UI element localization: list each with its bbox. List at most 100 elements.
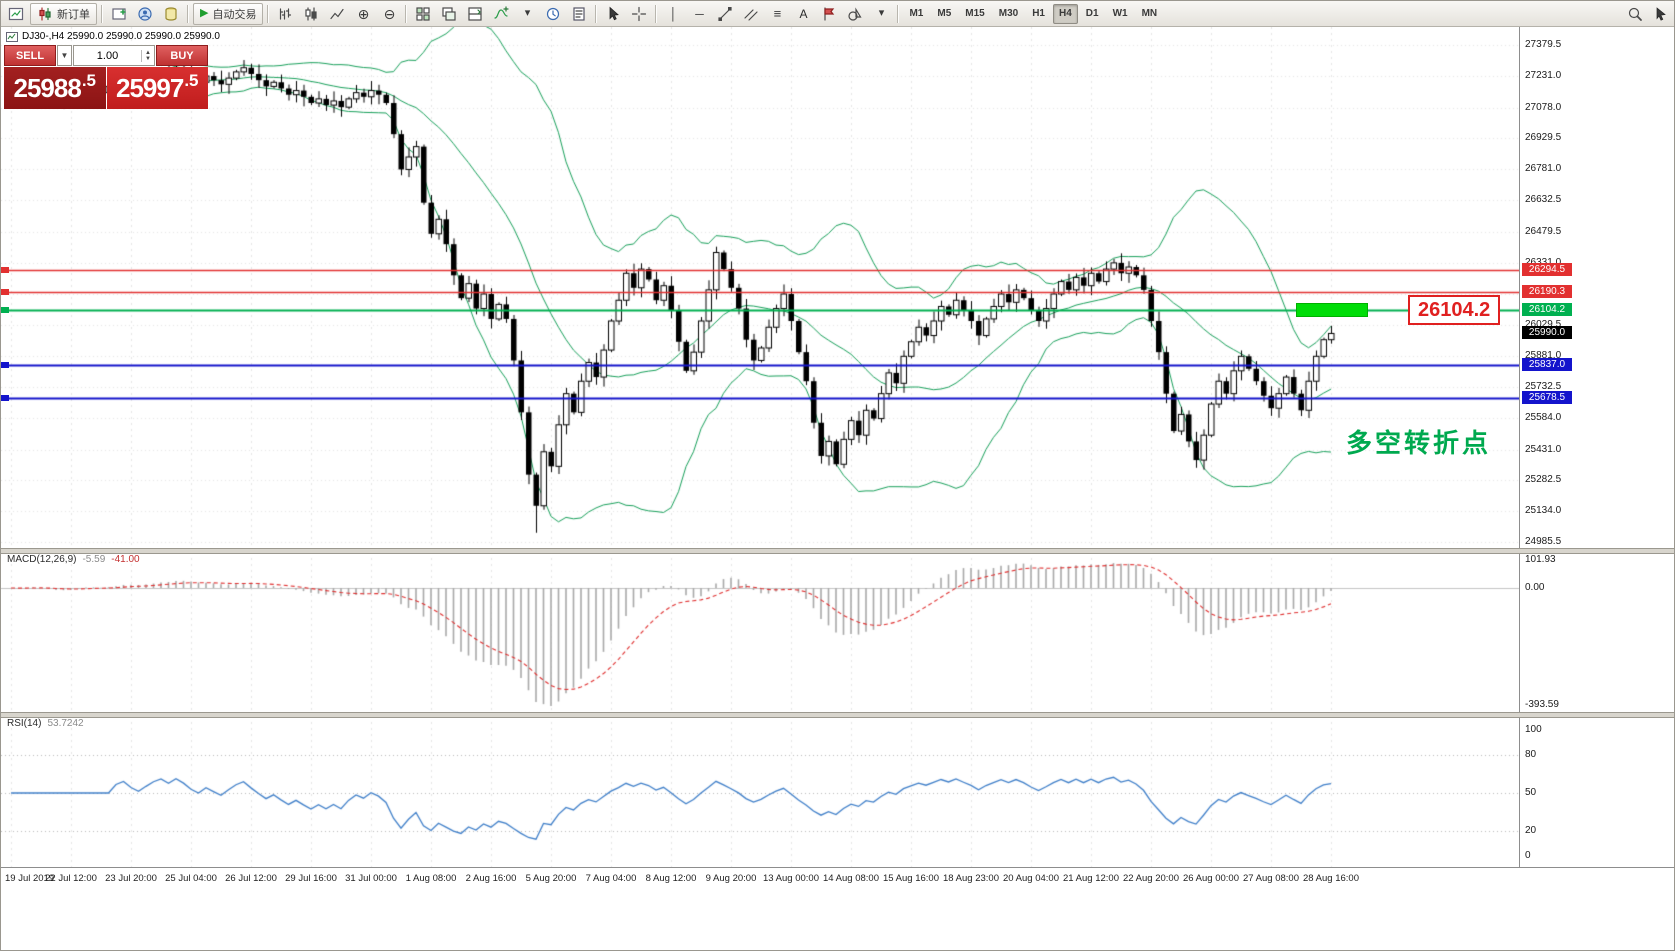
toolbar-button-trendline[interactable] — [713, 3, 737, 25]
toolbar-button-shapes-dropdown[interactable]: ▾ — [869, 3, 893, 25]
toolbar-button-cascade-windows[interactable] — [437, 3, 461, 25]
toolbar-button-period-clock[interactable] — [541, 3, 565, 25]
toolbar: 新订单 ▶ 自动交易 ⊕ ⊖ ▾ │ ─ ≡ A ▾ M1 M5 M15 M30 H1 H4 D1 W1 MN — [1, 1, 1674, 27]
one-click-trade-panel: SELL ▼ 1.00 ▲ ▼ BUY 25988.5 25997.5 — [4, 45, 208, 109]
toolbar-button-profile[interactable] — [133, 3, 157, 25]
toolbar-button-line-chart[interactable] — [325, 3, 349, 25]
line-chart-icon — [329, 6, 345, 22]
toolbar-button-shapes[interactable] — [843, 3, 867, 25]
new-order-label: 新订单 — [57, 8, 90, 21]
pane-separator[interactable] — [1, 548, 1674, 554]
price-callout[interactable]: 26104.2 — [1408, 294, 1501, 325]
macd-axis-tick: 0.00 — [1525, 582, 1545, 593]
toolbar-button-equidistant-channel[interactable] — [739, 3, 763, 25]
volume-input[interactable]: 1.00 ▲ ▼ — [73, 45, 155, 66]
toolbar-button-search[interactable] — [1623, 3, 1647, 25]
highlight-zone[interactable] — [1296, 302, 1368, 317]
macd-chart[interactable] — [1, 552, 1519, 712]
indicators-dropdown-icon: ▾ — [524, 7, 531, 19]
toolbar-button-zoom-in[interactable]: ⊕ — [351, 3, 375, 25]
current-price-label: 25990.0 — [1522, 326, 1572, 340]
toolbar-button-indicators-dropdown[interactable]: ▾ — [515, 3, 539, 25]
timeframe-button-h4[interactable]: H4 — [1052, 3, 1078, 24]
timeframe-button-m5[interactable]: M5 — [937, 8, 952, 19]
toolbar-button-zoom-out[interactable]: ⊖ — [377, 3, 401, 25]
order-type-dropdown[interactable]: ▼ — [57, 45, 72, 66]
toolbar-button-horizontal-line[interactable]: ─ — [687, 3, 711, 25]
cursor-icon — [605, 6, 621, 22]
time-axis-label: 18 Aug 23:00 — [943, 873, 999, 884]
annotation-text[interactable]: 多空转折点 — [1346, 428, 1492, 458]
sell-button[interactable]: SELL — [4, 45, 56, 66]
period-clock-icon — [545, 6, 561, 22]
symbol-ohlc-text: DJ30-,H4 25990.0 25990.0 25990.0 25990.0 — [22, 31, 220, 42]
toolbar-button-candlestick-chart[interactable] — [299, 3, 323, 25]
app-icon-button[interactable] — [4, 3, 28, 25]
rsi-axis-tick: 80 — [1525, 749, 1537, 761]
level-price-label[interactable]: 26294.5 — [1522, 263, 1572, 277]
new-order-button[interactable]: 新订单 — [30, 2, 97, 25]
time-axis-label: 5 Aug 20:00 — [525, 873, 577, 884]
level-price-label[interactable]: 25837.0 — [1522, 358, 1572, 372]
shapes-icon — [847, 6, 863, 22]
toolbar-button-text[interactable]: A — [791, 3, 815, 25]
price-axis-tick: 27231.0 — [1525, 69, 1562, 81]
toolbar-button-bar-chart[interactable] — [273, 3, 297, 25]
volume-increase-button[interactable]: ▲ — [145, 49, 151, 56]
volume-decrease-button[interactable]: ▼ — [145, 55, 151, 62]
tile-windows-icon — [415, 6, 431, 22]
level-left-marker — [1, 395, 9, 402]
toolbar-button-crosshair[interactable] — [627, 3, 651, 25]
timeframe-button-m30[interactable]: M30 — [998, 8, 1019, 19]
time-axis-label: 31 Jul 00:00 — [345, 873, 397, 884]
timeframe-button-m15[interactable]: M15 — [965, 8, 985, 19]
buy-price-main: 25997 — [116, 72, 184, 103]
zoom-out-icon: ⊖ — [383, 5, 396, 22]
buy-price-button[interactable]: 25997.5 — [106, 67, 208, 109]
toolbar-button-text-label[interactable] — [817, 3, 841, 25]
level-price-label[interactable]: 26190.3 — [1522, 284, 1572, 298]
level-price-label[interactable]: 25678.5 — [1522, 391, 1572, 405]
price-axis-tick: 25282.5 — [1525, 474, 1562, 486]
timeframe-button-mn[interactable]: MN — [1141, 8, 1158, 19]
price-chart[interactable] — [1, 27, 1519, 548]
timeframe-button-h1[interactable]: H1 — [1032, 8, 1045, 19]
shapes-dropdown-icon: ▾ — [878, 7, 885, 19]
toolbar-button-cursor[interactable] — [601, 3, 625, 25]
level-price-label[interactable]: 26104.2 — [1522, 302, 1572, 316]
toolbar-button-vertical-line[interactable]: │ — [661, 3, 685, 25]
bar-chart-icon — [277, 6, 293, 22]
rsi-header: RSI(14) 53.7242 — [7, 718, 84, 729]
time-axis-label: 7 Aug 04:00 — [585, 873, 637, 884]
time-axis[interactable]: 19 Jul 2019 22 Jul 12:00 23 Jul 20:00 25 Ju… — [1, 867, 1674, 892]
toolbar-button-templates[interactable] — [567, 3, 591, 25]
toolbar-button-chart-plus[interactable] — [107, 3, 131, 25]
toolbar-button-fibonacci[interactable]: ≡ — [765, 3, 789, 25]
timeframe-button-w1[interactable]: W1 — [1112, 8, 1128, 19]
toolbar-button-indicators[interactable] — [489, 3, 513, 25]
timeframe-button-d1[interactable]: D1 — [1085, 8, 1099, 19]
rsi-chart[interactable] — [1, 716, 1519, 867]
rsi-axis-tick: 100 — [1525, 724, 1542, 735]
sell-price-frac: .5 — [81, 71, 96, 90]
level-left-marker — [1, 288, 9, 295]
cascade-windows-icon — [441, 6, 457, 22]
toolbar-button-chart-pointer[interactable] — [1649, 3, 1673, 25]
toolbar-separator — [101, 4, 103, 23]
timeframe-button-m1[interactable]: M1 — [909, 8, 924, 19]
toolbar-button-arrange-windows[interactable] — [463, 3, 487, 25]
time-axis-label: 28 Aug 16:00 — [1303, 873, 1359, 884]
toolbar-button-history-center[interactable] — [159, 3, 183, 25]
price-axis-tick: 25134.0 — [1525, 505, 1562, 517]
macd-header: MACD(12,26,9) -5.59 -41.00 — [7, 554, 140, 565]
toolbar-button-tile-windows[interactable] — [411, 3, 435, 25]
auto-trading-button[interactable]: ▶ 自动交易 — [193, 2, 264, 25]
buy-button[interactable]: BUY — [156, 45, 208, 66]
buy-price-frac: .5 — [184, 71, 199, 90]
price-axis[interactable] — [1519, 27, 1674, 867]
new-order-icon — [37, 6, 53, 22]
chart-plus-icon — [111, 6, 127, 22]
pane-separator[interactable] — [1, 712, 1674, 718]
sell-price-button[interactable]: 25988.5 — [4, 67, 106, 109]
